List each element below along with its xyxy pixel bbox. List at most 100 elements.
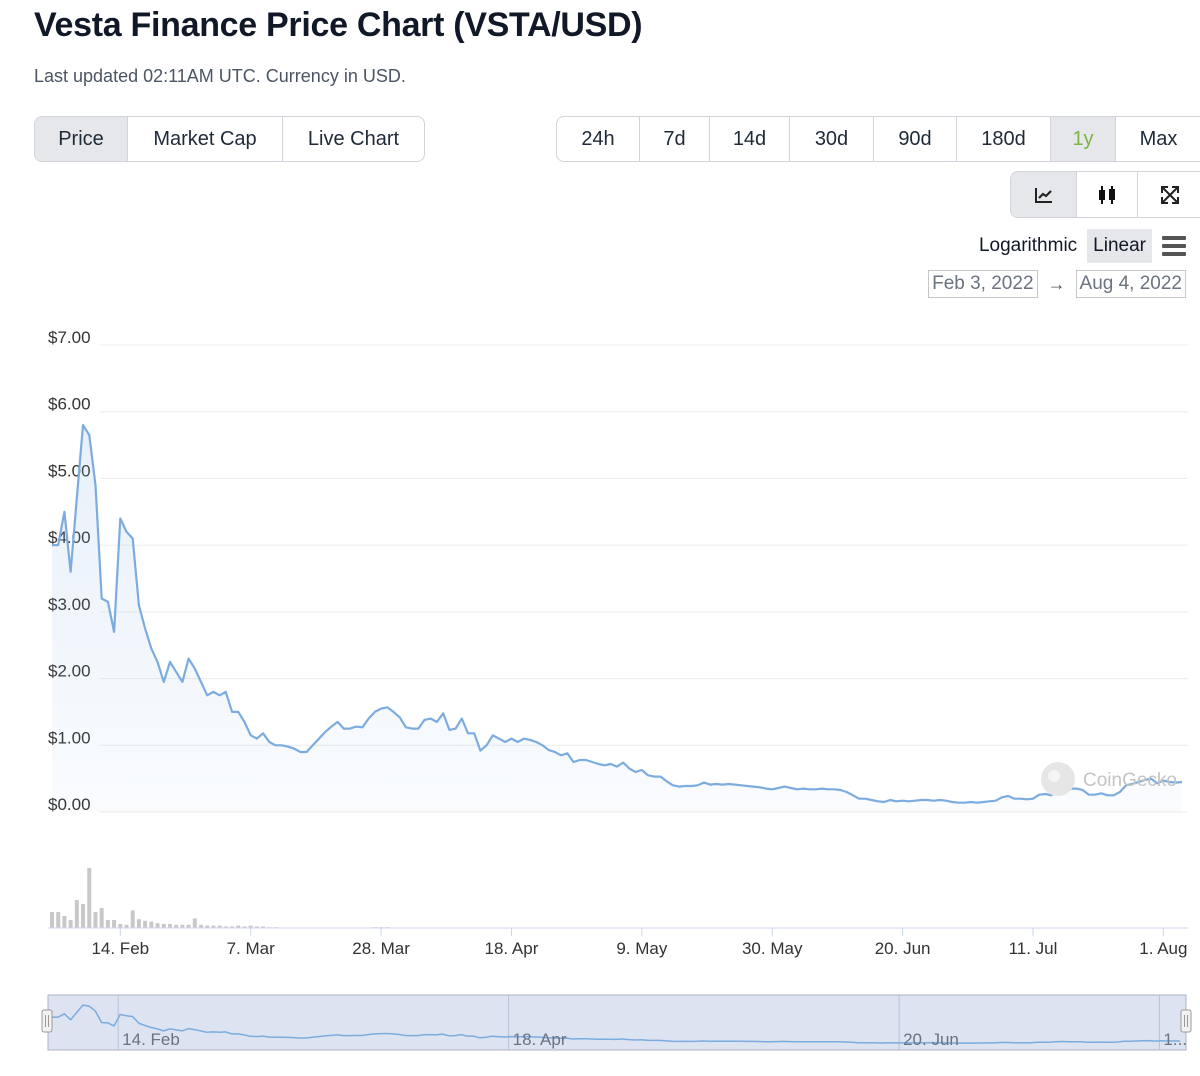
volume-bar <box>56 912 61 928</box>
price-point <box>274 744 277 747</box>
range-180d-button[interactable]: 180d <box>957 117 1051 161</box>
arrow-right-icon: → <box>1047 273 1066 294</box>
volume-bar <box>50 912 54 928</box>
navigator-left-handle[interactable] <box>41 1009 53 1033</box>
volume-bar <box>155 923 160 928</box>
price-point <box>237 710 240 713</box>
candlestick-button[interactable] <box>1077 172 1138 217</box>
price-point <box>386 706 389 709</box>
range-1y-button[interactable]: 1y <box>1051 117 1116 161</box>
price-point <box>553 751 556 754</box>
x-tick-label: 20. Jun <box>875 939 931 958</box>
navigator-labels: 14. Feb 18. Apr 20. Jun 1... <box>122 1030 1187 1049</box>
volume-bar <box>211 925 216 928</box>
price-point <box>380 707 383 710</box>
price-point <box>746 785 749 788</box>
range-30d-button[interactable]: 30d <box>790 117 874 161</box>
linear-button[interactable]: Linear <box>1087 229 1152 263</box>
price-point <box>137 604 140 607</box>
price-point <box>398 716 401 719</box>
price-point <box>404 726 407 729</box>
price-point <box>653 775 656 778</box>
date-from-input[interactable]: Feb 3, 2022 <box>928 270 1038 298</box>
price-point <box>150 647 153 650</box>
date-range-picker: Feb 3, 2022 → Aug 4, 2022 <box>928 270 1186 298</box>
volume-bars <box>50 868 390 928</box>
fullscreen-button[interactable] <box>1138 172 1200 217</box>
price-point <box>758 786 761 789</box>
y-tick-label: $6.00 <box>48 395 91 414</box>
line-chart-button[interactable] <box>1011 172 1077 217</box>
volume-bar <box>124 924 129 928</box>
volume-bar <box>167 924 172 928</box>
price-point <box>516 741 519 744</box>
price-point <box>659 775 662 778</box>
volume-bar <box>254 926 259 928</box>
price-point <box>765 787 768 790</box>
price-point <box>200 680 203 683</box>
range-90d-button[interactable]: 90d <box>874 117 957 161</box>
price-point <box>175 670 178 673</box>
last-updated-text: Last updated 02:11AM UTC. Currency in US… <box>34 66 406 86</box>
volume-bar <box>81 904 86 928</box>
price-point <box>889 799 892 802</box>
price-point <box>504 741 507 744</box>
volume-bar <box>192 918 197 928</box>
price-point <box>212 690 215 693</box>
volume-bar <box>261 926 266 928</box>
navigator-label: 1... <box>1163 1030 1187 1049</box>
gecko-eye-icon <box>1048 770 1060 782</box>
price-point <box>883 801 886 804</box>
price-point <box>324 730 327 733</box>
price-point <box>355 725 358 728</box>
price-point <box>591 761 594 764</box>
price-point <box>1019 797 1022 800</box>
hamburger-menu-icon[interactable] <box>1162 236 1186 256</box>
watermark-text: CoinGecko <box>1083 770 1177 791</box>
price-point <box>752 785 755 788</box>
price-point <box>460 717 463 720</box>
tab-live-chart[interactable]: Live Chart <box>307 127 400 150</box>
logarithmic-button[interactable]: Logarithmic <box>978 235 1078 256</box>
price-point <box>647 774 650 777</box>
volume-bar <box>180 924 185 928</box>
price-point <box>802 787 805 790</box>
volume-bar <box>230 926 235 928</box>
navigator-window[interactable] <box>47 994 1187 1051</box>
price-point <box>603 764 606 767</box>
range-7d-button[interactable]: 7d <box>640 117 710 161</box>
price-point <box>789 787 792 790</box>
price-point <box>479 749 482 752</box>
range-14d-button[interactable]: 14d <box>710 117 790 161</box>
navigator-right-handle[interactable] <box>1180 1009 1192 1033</box>
price-point <box>1032 797 1035 800</box>
volume-bar <box>217 925 222 928</box>
range-24h-button[interactable]: 24h <box>557 117 640 161</box>
price-point <box>616 765 619 768</box>
price-point <box>100 597 103 600</box>
price-point <box>547 749 550 752</box>
price-point <box>702 781 705 784</box>
price-point <box>851 794 854 797</box>
price-point <box>920 799 923 802</box>
price-point <box>125 530 128 533</box>
price-point <box>1106 794 1109 797</box>
price-point <box>169 660 172 663</box>
navigator-label: 18. Apr <box>513 1030 567 1049</box>
price-point <box>628 767 631 770</box>
range-max-button[interactable]: Max <box>1139 127 1178 150</box>
price-point <box>491 734 494 737</box>
date-to-input[interactable]: Aug 4, 2022 <box>1075 270 1186 298</box>
price-point <box>721 783 724 786</box>
tab-price[interactable]: Price <box>35 117 128 161</box>
price-point <box>833 788 836 791</box>
price-point <box>1181 781 1184 784</box>
price-point <box>498 737 501 740</box>
range-navigator[interactable]: 14. Feb 18. Apr 20. Jun 1... <box>41 994 1192 1051</box>
volume-bar <box>74 900 79 928</box>
tab-market-cap[interactable]: Market Cap <box>128 117 283 161</box>
price-point <box>249 734 252 737</box>
chart-view-tabs <box>1010 171 1200 218</box>
price-point <box>522 737 525 740</box>
